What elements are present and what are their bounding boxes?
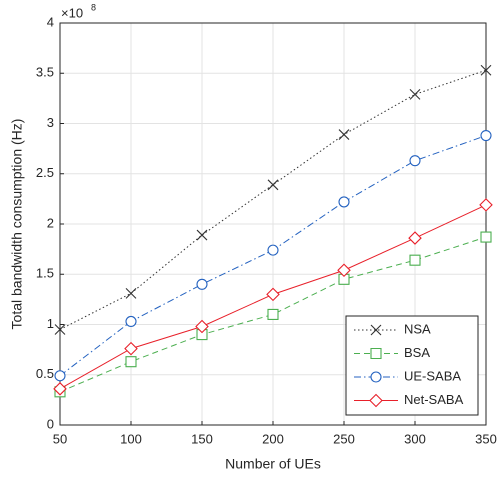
marker: [124, 341, 138, 356]
marker: [338, 129, 350, 140]
legend: NSA BSA UE-SABA Net-SABA: [345, 315, 479, 416]
marker: [409, 254, 421, 266]
plot-frame: [59, 22, 487, 426]
marker: [408, 231, 422, 245]
y-multiplier-exponent: 8: [91, 2, 96, 12]
y-tick-label: 3.5: [36, 65, 54, 80]
marker: [195, 319, 209, 334]
marker: [267, 179, 279, 191]
x-tick-label: 300: [404, 431, 426, 446]
marker: [480, 231, 492, 243]
marker: [480, 64, 492, 76]
y-multiplier: ×10: [61, 5, 83, 20]
x-tick-label: 50: [53, 431, 67, 446]
y-axis-label: Total bandwidth consumption (Hz): [9, 119, 25, 330]
marker: [53, 382, 67, 396]
y-tick-label: 1: [47, 316, 54, 331]
marker: [54, 370, 66, 382]
legend-marker: [369, 393, 383, 408]
legend-label: BSA: [404, 345, 430, 360]
marker: [267, 244, 279, 256]
x-axis-label: Number of UEs: [225, 456, 321, 472]
x-tick-label: 250: [333, 431, 355, 446]
legend-marker: [370, 324, 382, 336]
marker: [480, 130, 492, 142]
x-tick-label: 200: [262, 431, 284, 446]
legend-marker: [370, 347, 382, 360]
legend-label: UE-SABA: [404, 368, 461, 383]
marker: [125, 315, 137, 328]
y-tick-label: 1.5: [36, 266, 54, 281]
x-tick-label: 100: [120, 431, 142, 446]
marker: [267, 308, 279, 320]
marker: [54, 324, 66, 335]
y-tick-label: 3: [47, 115, 54, 130]
marker: [266, 287, 280, 302]
x-tick-label: 150: [191, 431, 213, 446]
y-tick-label: 0: [47, 416, 54, 431]
legend-label: NSA: [404, 321, 431, 336]
marker: [125, 356, 137, 368]
legend-box: [345, 315, 479, 416]
marker: [196, 229, 208, 241]
marker: [479, 198, 493, 212]
marker: [337, 263, 351, 278]
y-tick-label: 2: [47, 215, 54, 230]
x-tick-label: 350: [475, 431, 497, 446]
y-tick-label: 2.5: [36, 165, 54, 180]
marker: [338, 196, 350, 208]
marker: [125, 287, 137, 299]
marker: [409, 88, 421, 100]
marker: [409, 155, 421, 167]
legend-label: Net-SABA: [404, 392, 464, 407]
marker: [196, 278, 208, 290]
y-tick-label: 0.5: [36, 366, 54, 381]
legend-marker: [370, 371, 382, 383]
y-tick-label: 4: [47, 14, 54, 29]
